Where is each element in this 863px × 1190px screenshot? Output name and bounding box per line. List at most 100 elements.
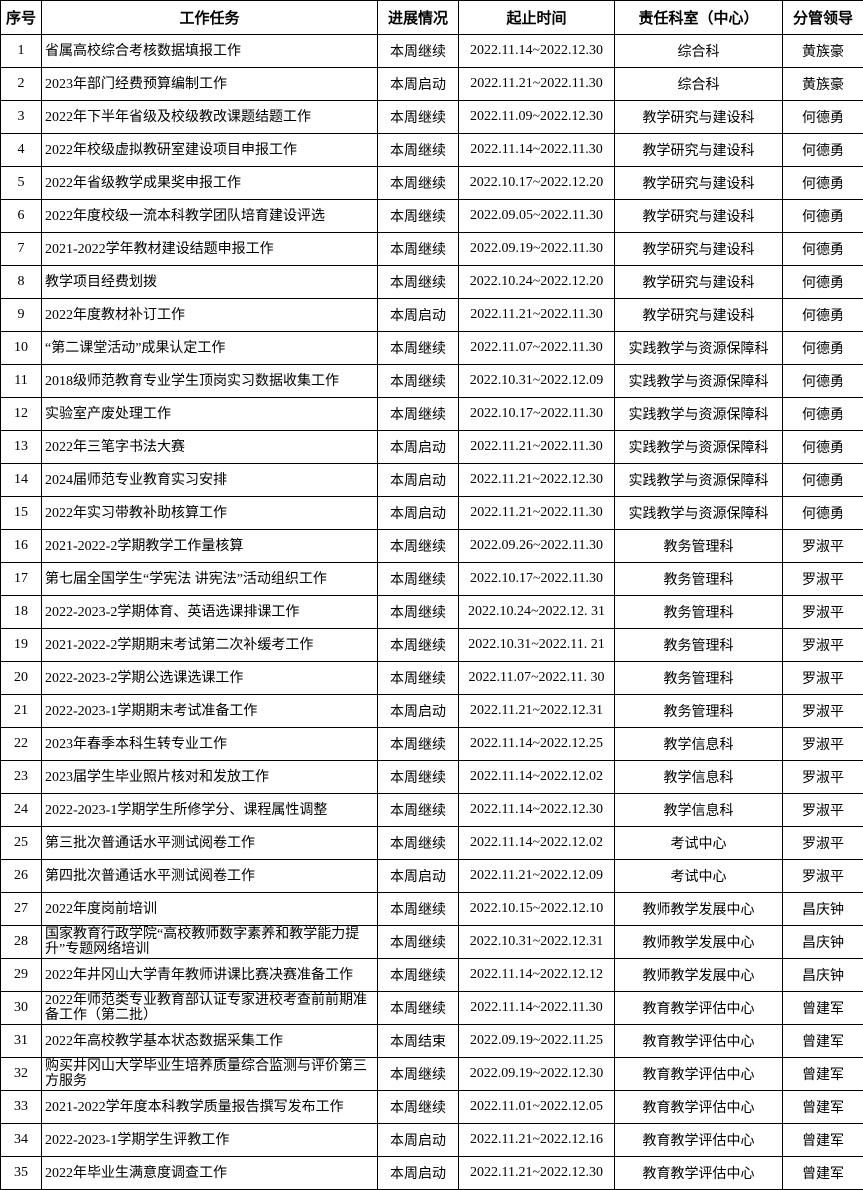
cell-department: 教学研究与建设科 [615, 266, 783, 299]
cell-leader: 何德勇 [783, 134, 863, 167]
cell-progress: 本周启动 [378, 68, 459, 101]
cell-index: 25 [1, 827, 42, 860]
cell-department: 实践教学与资源保障科 [615, 398, 783, 431]
cell-department: 教学研究与建设科 [615, 134, 783, 167]
cell-leader: 曾建军 [783, 992, 863, 1025]
cell-progress: 本周继续 [378, 332, 459, 365]
cell-period: 2022.10.17~2022.11.30 [459, 563, 615, 596]
cell-progress: 本周继续 [378, 167, 459, 200]
cell-period: 2022.10.15~2022.12.10 [459, 893, 615, 926]
cell-task: 实验室产废处理工作 [42, 398, 378, 431]
header-index: 序号 [1, 1, 42, 35]
cell-department: 实践教学与资源保障科 [615, 464, 783, 497]
cell-period: 2022.11.21~2022.11.30 [459, 68, 615, 101]
cell-progress: 本周继续 [378, 398, 459, 431]
cell-leader: 何德勇 [783, 365, 863, 398]
cell-period: 2022.10.24~2022.12.20 [459, 266, 615, 299]
cell-index: 7 [1, 233, 42, 266]
cell-index: 23 [1, 761, 42, 794]
cell-progress: 本周启动 [378, 695, 459, 728]
cell-leader: 何德勇 [783, 464, 863, 497]
cell-index: 22 [1, 728, 42, 761]
cell-leader: 罗淑平 [783, 662, 863, 695]
cell-leader: 何德勇 [783, 101, 863, 134]
cell-leader: 何德勇 [783, 398, 863, 431]
cell-task: “第二课堂活动”成果认定工作 [42, 332, 378, 365]
cell-leader: 何德勇 [783, 233, 863, 266]
header-row: 序号 工作任务 进展情况 起止时间 责任科室（中心） 分管领导 [1, 1, 863, 35]
cell-task: 教学项目经费划拨 [42, 266, 378, 299]
cell-index: 5 [1, 167, 42, 200]
cell-progress: 本周继续 [378, 959, 459, 992]
cell-progress: 本周启动 [378, 431, 459, 464]
cell-task: 2023届学生毕业照片核对和发放工作 [42, 761, 378, 794]
cell-index: 13 [1, 431, 42, 464]
cell-leader: 何德勇 [783, 497, 863, 530]
cell-task: 2022年度校级一流本科教学团队培育建设评选 [42, 200, 378, 233]
cell-task: 2022-2023-1学期学生评教工作 [42, 1124, 378, 1157]
cell-progress: 本周继续 [378, 1058, 459, 1091]
cell-progress: 本周启动 [378, 497, 459, 530]
cell-progress: 本周继续 [378, 266, 459, 299]
cell-department: 实践教学与资源保障科 [615, 497, 783, 530]
cell-index: 11 [1, 365, 42, 398]
cell-index: 18 [1, 596, 42, 629]
cell-progress: 本周继续 [378, 530, 459, 563]
cell-department: 实践教学与资源保障科 [615, 365, 783, 398]
cell-period: 2022.11.14~2022.12.30 [459, 794, 615, 827]
cell-department: 教师教学发展中心 [615, 959, 783, 992]
cell-index: 33 [1, 1091, 42, 1124]
cell-period: 2022.10.24~2022.12. 31 [459, 596, 615, 629]
cell-progress: 本周继续 [378, 563, 459, 596]
cell-progress: 本周继续 [378, 662, 459, 695]
cell-task: 2022年毕业生满意度调查工作 [42, 1157, 378, 1190]
cell-task: 2022年下半年省级及校级教改课题结题工作 [42, 101, 378, 134]
cell-period: 2022.11.21~2022.12.30 [459, 464, 615, 497]
cell-index: 16 [1, 530, 42, 563]
cell-period: 2022.11.09~2022.12.30 [459, 101, 615, 134]
cell-task: 2022年度教材补订工作 [42, 299, 378, 332]
cell-task: 2021-2022学年教材建设结题申报工作 [42, 233, 378, 266]
cell-index: 34 [1, 1124, 42, 1157]
cell-leader: 何德勇 [783, 200, 863, 233]
cell-progress: 本周继续 [378, 35, 459, 68]
cell-leader: 曾建军 [783, 1157, 863, 1190]
cell-department: 实践教学与资源保障科 [615, 431, 783, 464]
cell-leader: 罗淑平 [783, 827, 863, 860]
cell-index: 27 [1, 893, 42, 926]
cell-leader: 何德勇 [783, 299, 863, 332]
cell-department: 教务管理科 [615, 596, 783, 629]
cell-period: 2022.11.21~2022.12.30 [459, 1157, 615, 1190]
cell-leader: 罗淑平 [783, 596, 863, 629]
cell-department: 教育教学评估中心 [615, 1091, 783, 1124]
cell-leader: 何德勇 [783, 167, 863, 200]
cell-index: 30 [1, 992, 42, 1025]
cell-leader: 昌庆钟 [783, 959, 863, 992]
cell-task: 省属高校综合考核数据填报工作 [42, 35, 378, 68]
cell-progress: 本周继续 [378, 794, 459, 827]
cell-index: 8 [1, 266, 42, 299]
cell-department: 综合科 [615, 68, 783, 101]
cell-task: 2022-2023-2学期公选课选课工作 [42, 662, 378, 695]
cell-index: 15 [1, 497, 42, 530]
cell-task: 国家教育行政学院“高校教师数字素养和教学能力提升”专题网络培训 [42, 926, 378, 959]
